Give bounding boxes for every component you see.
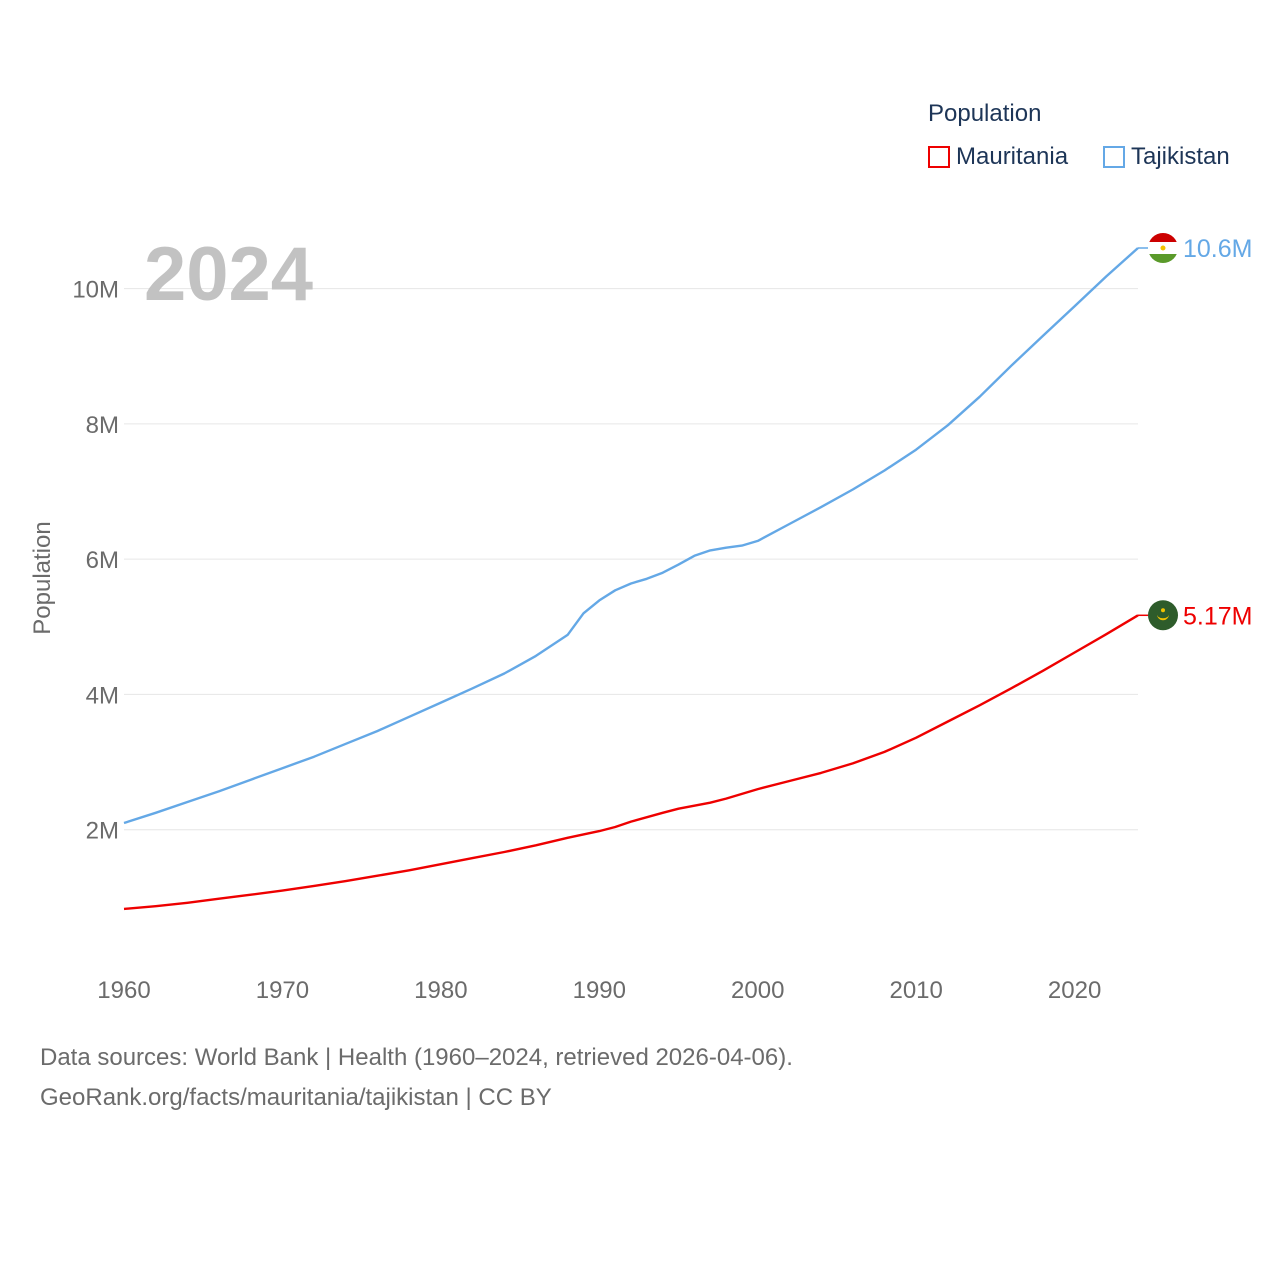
series-line-tajikistan [123,247,1139,825]
x-tick-1980: 1980 [414,977,467,1004]
x-tick-2010: 2010 [889,977,942,1004]
series-line-mauritania [123,614,1139,911]
footer-source: Data sources: World Bank | Health (1960–… [40,1044,793,1071]
legend-item-tajikistan[interactable]: Tajikistan [1103,142,1230,172]
y-tick-2M: 2M [86,818,119,845]
end-label-mauritania: 5.17M [1183,602,1252,630]
flag-mauritania-icon [1148,600,1178,631]
y-tick-4M: 4M [86,682,119,709]
legend-title: Population [928,100,1042,127]
legend-swatch-tajikistan [1103,146,1125,168]
x-tick-1970: 1970 [256,977,309,1004]
legend-label-tajikistan: Tajikistan [1131,143,1230,170]
x-tick-1960: 1960 [97,977,150,1004]
y-tick-8M: 8M [86,412,119,439]
legend-item-mauritania[interactable]: Mauritania [928,142,1068,172]
legend-swatch-mauritania [928,146,950,168]
end-label-tajikistan: 10.6M [1183,235,1252,263]
y-tick-6M: 6M [86,547,119,574]
flag-tajikistan-icon [1148,233,1178,263]
legend-label-mauritania: Mauritania [956,143,1069,170]
x-tick-2000: 2000 [731,977,784,1004]
y-tick-10M: 10M [72,277,119,304]
y-axis-title: Population [29,521,56,634]
x-tick-1990: 1990 [573,977,626,1004]
x-tick-2020: 2020 [1048,977,1101,1004]
footer-url: GeoRank.org/facts/mauritania/tajikistan … [40,1084,552,1111]
year-label: 2024 [144,232,313,317]
